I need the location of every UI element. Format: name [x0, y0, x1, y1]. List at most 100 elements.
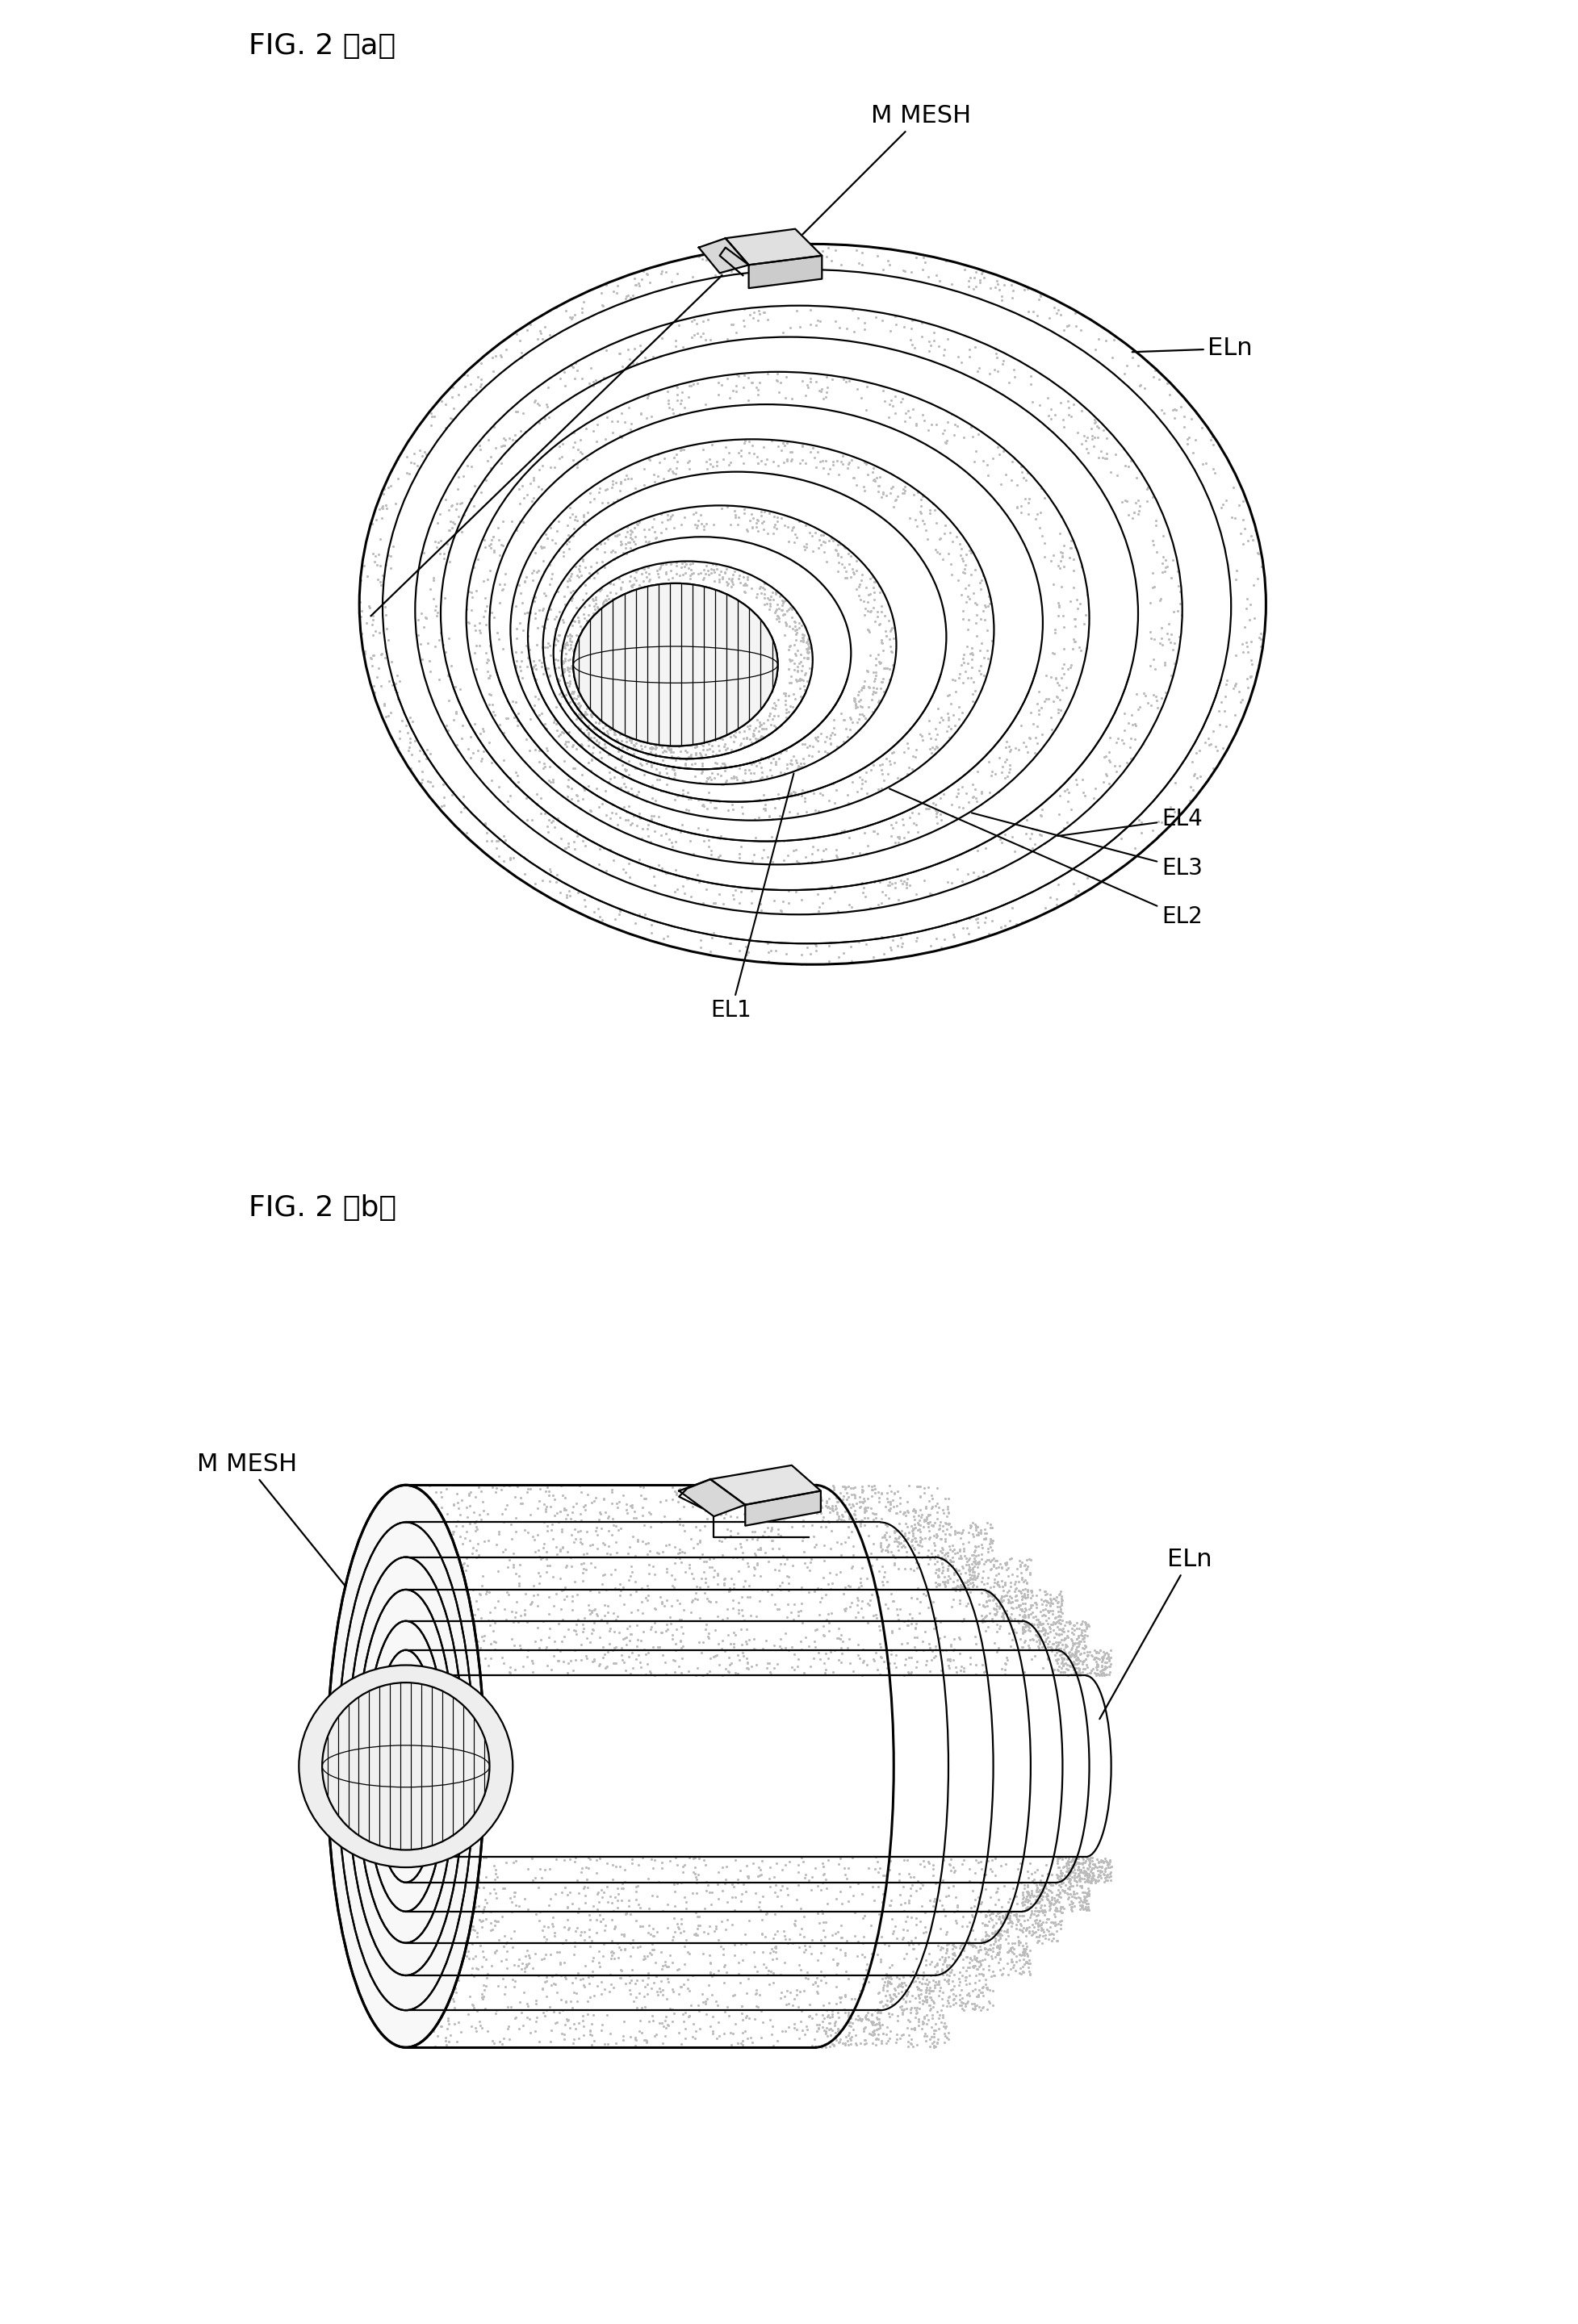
Point	[977, 1971, 1002, 2008]
Point	[436, 681, 461, 718]
Point	[595, 713, 620, 751]
Point	[612, 853, 638, 890]
Point	[595, 718, 620, 755]
Point	[780, 600, 805, 637]
Point	[1048, 1592, 1073, 1629]
Point	[1027, 1915, 1053, 1952]
Point	[667, 1901, 693, 1938]
Point	[582, 711, 608, 748]
Point	[827, 1978, 852, 2015]
Point	[816, 523, 841, 560]
Point	[559, 1583, 584, 1620]
Point	[371, 469, 396, 507]
Point	[554, 625, 579, 662]
Point	[464, 1636, 489, 1673]
Point	[727, 725, 753, 762]
Point	[1049, 539, 1075, 576]
Point	[918, 1480, 944, 1518]
Point	[740, 716, 765, 753]
Point	[611, 1643, 636, 1680]
Point	[1057, 1620, 1083, 1657]
Point	[450, 1525, 475, 1562]
Point	[499, 1885, 524, 1922]
Point	[603, 1601, 628, 1638]
Point	[1013, 1889, 1038, 1927]
Point	[887, 1506, 912, 1543]
Point	[846, 1641, 871, 1678]
Point	[533, 1920, 559, 1957]
Point	[1019, 1594, 1045, 1631]
Point	[1070, 1645, 1095, 1683]
Point	[876, 621, 901, 658]
Point	[609, 525, 634, 562]
Point	[922, 1636, 947, 1673]
Point	[1098, 1855, 1124, 1892]
Point	[964, 1843, 989, 1880]
Point	[1013, 1592, 1038, 1629]
Point	[1032, 1590, 1057, 1627]
Point	[945, 1620, 970, 1657]
Point	[514, 630, 540, 667]
Point	[398, 444, 423, 481]
Point	[653, 755, 679, 792]
Point	[481, 1862, 507, 1899]
Point	[660, 1971, 685, 2008]
Point	[1060, 1841, 1086, 1878]
Point	[1010, 1880, 1035, 1917]
Point	[1248, 616, 1273, 653]
Point	[836, 700, 862, 737]
Point	[723, 2006, 748, 2043]
Point	[679, 258, 704, 295]
Point	[906, 2003, 931, 2040]
Point	[653, 253, 679, 290]
Point	[707, 562, 732, 600]
Point	[936, 1480, 961, 1518]
Point	[503, 609, 529, 646]
Point	[663, 555, 688, 593]
Point	[555, 825, 581, 862]
Point	[931, 2006, 956, 2043]
Point	[1060, 1657, 1086, 1694]
Point	[601, 1908, 626, 1945]
Point	[731, 358, 756, 395]
Point	[1011, 1934, 1037, 1971]
Point	[833, 2017, 858, 2054]
Point	[970, 853, 996, 890]
Point	[671, 1996, 696, 2034]
Point	[772, 823, 797, 860]
Point	[912, 511, 937, 548]
Point	[800, 844, 825, 881]
Point	[606, 1875, 631, 1913]
Point	[931, 1536, 956, 1573]
Point	[742, 1471, 767, 1508]
Point	[538, 560, 563, 597]
Point	[491, 713, 516, 751]
Point	[748, 748, 773, 786]
Point	[674, 1971, 699, 2008]
Point	[1106, 746, 1131, 783]
Point	[748, 504, 773, 541]
Point	[786, 844, 811, 881]
Point	[966, 1978, 991, 2015]
Point	[985, 1868, 1010, 1906]
Point	[502, 1999, 527, 2036]
Point	[920, 2027, 945, 2064]
Point	[997, 1564, 1023, 1601]
Point	[551, 1580, 576, 1618]
Point	[666, 307, 691, 344]
Point	[824, 1945, 849, 1982]
Point	[454, 1843, 480, 1880]
Point	[709, 1929, 734, 1966]
Point	[980, 1929, 1005, 1966]
Point	[1030, 1583, 1056, 1620]
Point	[739, 746, 764, 783]
Point	[996, 1615, 1021, 1652]
Point	[440, 390, 466, 428]
Point	[726, 932, 751, 969]
Point	[585, 725, 611, 762]
Point	[443, 695, 469, 732]
Point	[647, 755, 672, 792]
Point	[1065, 1855, 1090, 1892]
Point	[833, 1469, 858, 1506]
Point	[873, 614, 898, 651]
